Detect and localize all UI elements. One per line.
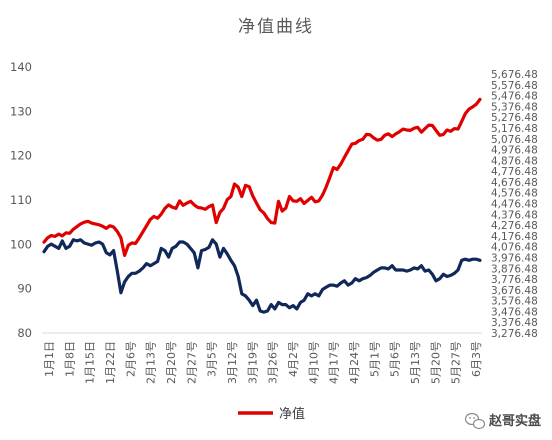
x-tick-label: 1月8日 [63,341,76,377]
left-tick-label: 80 [17,326,32,340]
x-tick-label: 5月6号 [389,341,402,377]
right-tick-label: 5,676.48 [491,69,538,81]
left-tick-label: 130 [10,104,32,118]
right-tick-label: 4,676.48 [491,177,538,189]
x-tick-label: 4月2号 [287,341,300,377]
legend-label: 净值 [279,406,305,422]
x-tick-label: 5月20号 [429,341,442,384]
watermark-text: 赵哥实盘 [488,413,541,429]
right-tick-label: 4,376.48 [491,209,538,221]
chart-title: 净值曲线 [238,17,314,37]
right-tick-label: 3,976.48 [491,252,538,264]
x-tick-label: 3月5号 [206,341,219,377]
x-tick-label: 5月27号 [450,341,463,384]
right-tick-label: 5,576.48 [491,80,538,92]
x-tick-label: 1月1日 [43,341,56,377]
right-tick-label: 5,476.48 [491,91,538,103]
right-tick-label: 4,276.48 [491,220,538,232]
left-axis: 80 90 100 110 120 130 140 [10,60,32,340]
right-tick-label: 4,576.48 [491,188,538,200]
x-tick-label: 2月6号 [124,341,137,377]
left-tick-label: 120 [10,149,32,163]
x-tick-label: 4月24号 [348,341,361,384]
left-tick-label: 110 [10,193,32,207]
right-tick-label: 5,176.48 [491,123,538,135]
wechat-icon [464,412,486,430]
right-tick-label: 4,776.48 [491,166,538,178]
left-tick-label: 140 [10,60,32,74]
x-tick-label: 2月27号 [185,341,198,384]
x-tick-label: 1月22日 [104,341,117,384]
x-tick-label: 1月15日 [84,341,97,384]
x-tick-label: 5月13号 [409,341,422,384]
right-tick-label: 5,076.48 [491,134,538,146]
right-tick-label: 3,776.48 [491,274,538,286]
legend: 净值 [238,406,305,422]
right-tick-label: 5,376.48 [491,101,538,113]
series-line-index [42,238,482,314]
watermark: 赵哥实盘 [464,412,541,430]
right-tick-label: 4,176.48 [491,231,538,243]
x-tick-label: 4月10号 [307,341,320,384]
left-tick-label: 100 [10,237,32,251]
right-tick-label: 3,676.48 [491,285,538,297]
series-line-net-value [42,97,482,257]
x-tick-label: 4月17号 [328,341,341,384]
x-tick-label: 2月13号 [145,341,158,384]
x-tick-label: 3月19号 [246,341,259,384]
x-axis: 1月1日 1月8日 1月15日 1月22日 2月6号 2月13号 2月20号 2月27号 3月5… [43,341,483,384]
series-layer [42,97,482,314]
x-tick-label: 3月26号 [267,341,280,384]
right-axis: 3,276.483,376.483,476.483,576.483,676.48… [491,69,538,340]
x-tick-label: 5月1号 [368,341,381,377]
right-tick-label: 4,476.48 [491,199,538,211]
right-tick-label: 4,876.48 [491,155,538,167]
right-tick-label: 4,976.48 [491,145,538,157]
right-tick-label: 3,576.48 [491,296,538,308]
right-tick-label: 3,476.48 [491,306,538,318]
x-tick-label: 2月20号 [165,341,178,384]
right-tick-label: 4,076.48 [491,242,538,254]
x-tick-label: 3月12号 [226,341,239,384]
left-tick-label: 90 [17,282,32,296]
x-tick-label: 6月3号 [470,341,483,377]
right-tick-label: 3,876.48 [491,263,538,275]
right-tick-label: 3,276.48 [491,328,538,340]
right-tick-label: 5,276.48 [491,112,538,124]
right-tick-label: 3,376.48 [491,317,538,329]
